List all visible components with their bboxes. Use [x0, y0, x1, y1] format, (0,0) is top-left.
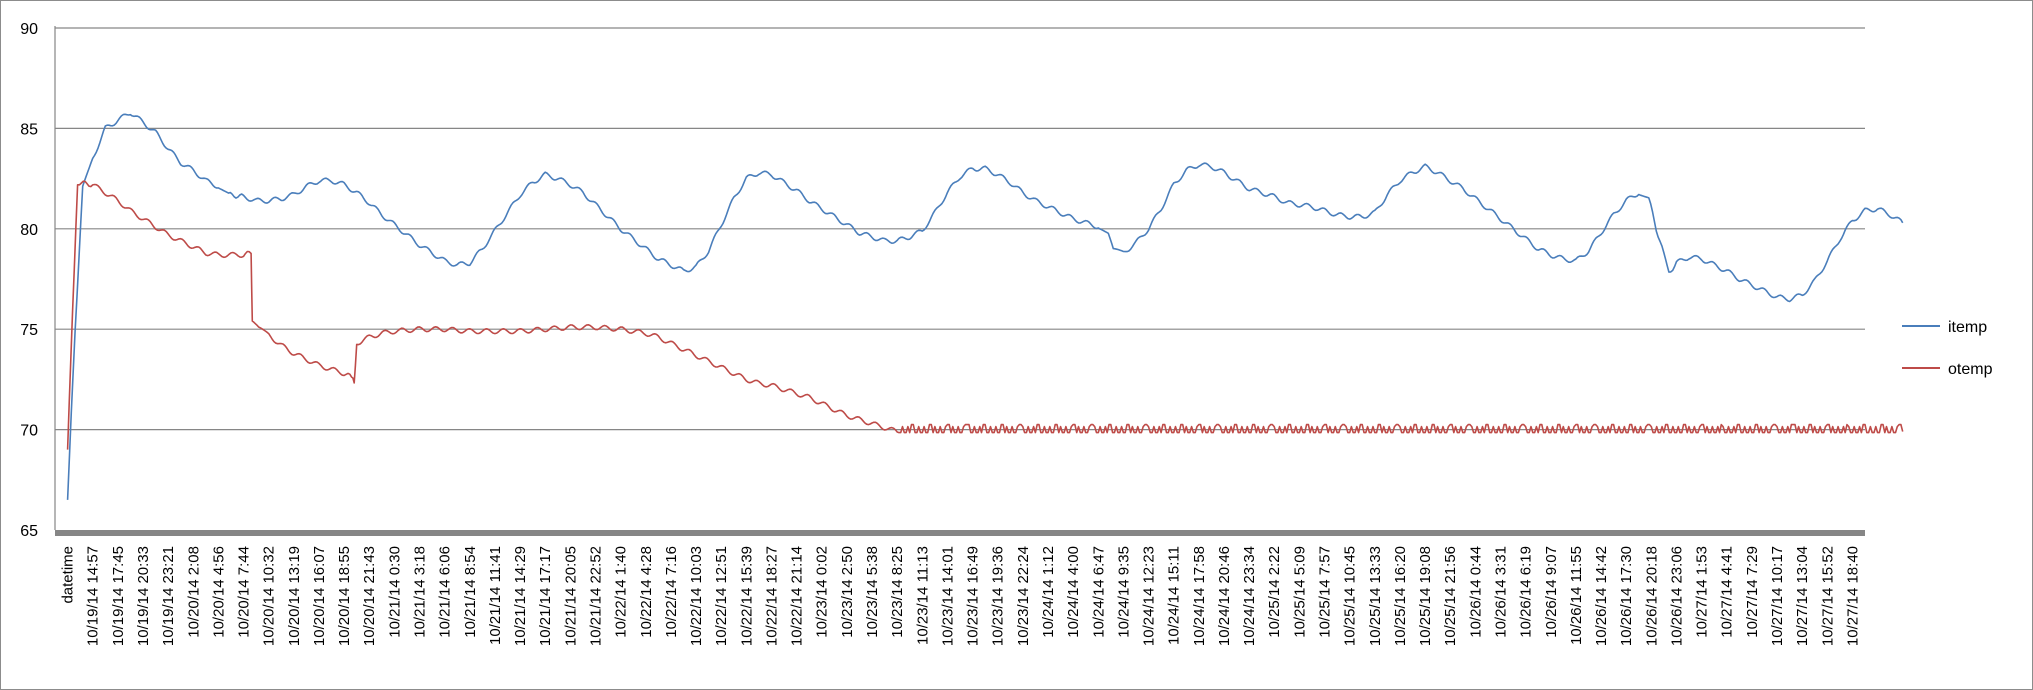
- x-tick-label: 10/24/14 20:46: [1216, 546, 1233, 646]
- x-tick-label: 10/25/14 10:45: [1342, 546, 1359, 646]
- x-tick-label: 10/24/14 12:23: [1141, 546, 1158, 646]
- x-tick-label: 10/20/14 13:19: [286, 546, 303, 646]
- x-tick-label: 10/19/14 17:45: [110, 546, 127, 646]
- x-tick-label: 10/19/14 23:21: [160, 546, 177, 646]
- y-tick-label: 85: [20, 121, 38, 138]
- x-tick-label: 10/22/14 12:51: [713, 546, 730, 646]
- y-tick-label: 65: [20, 523, 38, 540]
- x-tick-label: 10/26/14 11:55: [1568, 546, 1585, 645]
- x-axis-line: [55, 530, 1865, 536]
- x-tick-label: 10/25/14 16:20: [1392, 546, 1409, 646]
- y-axis: 65 70 75 80 85 90: [20, 21, 56, 540]
- x-tick-label: 10/21/14 8:54: [462, 546, 479, 638]
- x-tick-label: 10/27/14 18:40: [1844, 546, 1861, 646]
- x-tick-label: 10/27/14 13:04: [1794, 546, 1811, 646]
- x-tick-label: 10/20/14 10:32: [261, 546, 278, 646]
- x-tick-label: 10/25/14 19:08: [1417, 546, 1434, 646]
- x-tick-label: 10/21/14 14:29: [512, 546, 529, 646]
- x-tick-label: 10/24/14 6:47: [1090, 546, 1107, 638]
- x-tick-label: 10/27/14 15:52: [1819, 546, 1836, 646]
- x-tick-label: 10/26/14 6:19: [1518, 546, 1535, 638]
- x-tick-label: 10/24/14 4:00: [1065, 546, 1082, 638]
- x-tick-label: 10/26/14 14:42: [1593, 546, 1610, 646]
- x-tick-label: 10/23/14 2:50: [839, 546, 856, 638]
- legend: itemp otemp: [1902, 319, 1993, 378]
- x-tick-label: 10/22/14 21:14: [789, 546, 806, 646]
- x-tick-label: 10/23/14 8:25: [889, 546, 906, 638]
- x-tick-label: 10/21/14 20:05: [562, 546, 579, 646]
- y-tick-label: 70: [20, 423, 38, 440]
- x-tick-label: 10/21/14 22:52: [587, 546, 604, 646]
- x-tick-label: 10/24/14 9:35: [1115, 546, 1132, 638]
- x-tick-label: 10/27/14 1:53: [1694, 546, 1711, 638]
- x-tick-label: 10/25/14 2:22: [1266, 546, 1283, 638]
- x-tick-label: 10/27/14 10:17: [1769, 546, 1786, 646]
- x-tick-label: 10/24/14 23:34: [1241, 546, 1258, 646]
- x-tick-label: 10/25/14 21:56: [1442, 546, 1459, 646]
- x-tick-label: 10/22/14 10:03: [688, 546, 705, 646]
- plot-area: [66, 113, 1904, 500]
- x-tick-label: 10/23/14 11:13: [914, 546, 931, 645]
- x-tick-label: 10/22/14 1:40: [613, 546, 630, 638]
- x-tick-label: 10/21/14 0:30: [386, 546, 403, 638]
- x-tick-label: 10/23/14 14:01: [939, 546, 956, 646]
- x-tick-label: 10/22/14 7:16: [663, 546, 680, 638]
- x-tick-label: 10/26/14 17:30: [1618, 546, 1635, 646]
- x-tick-label: 10/23/14 0:02: [814, 546, 831, 638]
- x-tick-label: datetime: [60, 546, 77, 604]
- x-tick-label: 10/20/14 16:07: [311, 546, 328, 646]
- x-tick-label: 10/25/14 7:57: [1317, 546, 1334, 638]
- x-tick-label: 10/23/14 19:36: [990, 546, 1007, 646]
- x-tick-label: 10/22/14 18:27: [763, 546, 780, 646]
- x-tick-label: 10/21/14 3:18: [412, 546, 429, 638]
- x-tick-label: 10/26/14 9:07: [1543, 546, 1560, 638]
- x-tick-label: 10/22/14 4:28: [638, 546, 655, 638]
- x-tick-label: 10/26/14 0:44: [1467, 546, 1484, 638]
- x-tick-label: 10/27/14 7:29: [1744, 546, 1761, 638]
- x-tick-label: 10/19/14 14:57: [85, 546, 102, 646]
- x-tick-label: 10/20/14 21:43: [361, 546, 378, 646]
- x-tick-label: 10/26/14 23:06: [1668, 546, 1685, 646]
- legend-label-otemp: otemp: [1948, 361, 1993, 378]
- x-tick-label: 10/24/14 15:11: [1166, 546, 1183, 645]
- gridlines: [55, 27, 1865, 431]
- y-tick-label: 75: [20, 322, 38, 339]
- legend-label-itemp: itemp: [1948, 319, 1987, 336]
- x-tick-label: 10/20/14 4:56: [210, 546, 227, 638]
- x-tick-label: 10/21/14 11:41: [487, 546, 504, 645]
- x-tick-label: 10/26/14 3:31: [1492, 546, 1509, 638]
- x-tick-label: 10/26/14 20:18: [1643, 546, 1660, 646]
- x-tick-label: 10/24/14 1:12: [1040, 546, 1057, 638]
- y-tick-label: 90: [20, 21, 38, 38]
- x-tick-label: 10/20/14 7:44: [236, 546, 253, 638]
- x-tick-label: 10/24/14 17:58: [1191, 546, 1208, 646]
- x-tick-label: 10/27/14 4:41: [1719, 546, 1736, 638]
- series-line-otemp: [66, 180, 1904, 450]
- x-tick-label: 10/25/14 5:09: [1291, 546, 1308, 638]
- x-tick-label: 10/23/14 5:38: [864, 546, 881, 638]
- x-tick-label: 10/19/14 20:33: [135, 546, 152, 646]
- x-axis: datetime 10/19/14 14:57 10/19/14 17:45 10/1…: [55, 530, 1865, 646]
- x-tick-label: 10/21/14 17:17: [537, 546, 554, 646]
- y-tick-label: 80: [20, 222, 38, 239]
- x-tick-label: 10/25/14 13:33: [1367, 546, 1384, 646]
- x-tick-label: 10/20/14 2:08: [185, 546, 202, 638]
- series-line-itemp: [66, 113, 1904, 500]
- x-tick-label: 10/21/14 6:06: [437, 546, 454, 638]
- x-tick-label: 10/23/14 16:49: [965, 546, 982, 646]
- x-tick-label: 10/23/14 22:24: [1015, 546, 1032, 646]
- x-tick-label: 10/22/14 15:39: [738, 546, 755, 646]
- x-tick-label: 10/20/14 18:55: [336, 546, 353, 646]
